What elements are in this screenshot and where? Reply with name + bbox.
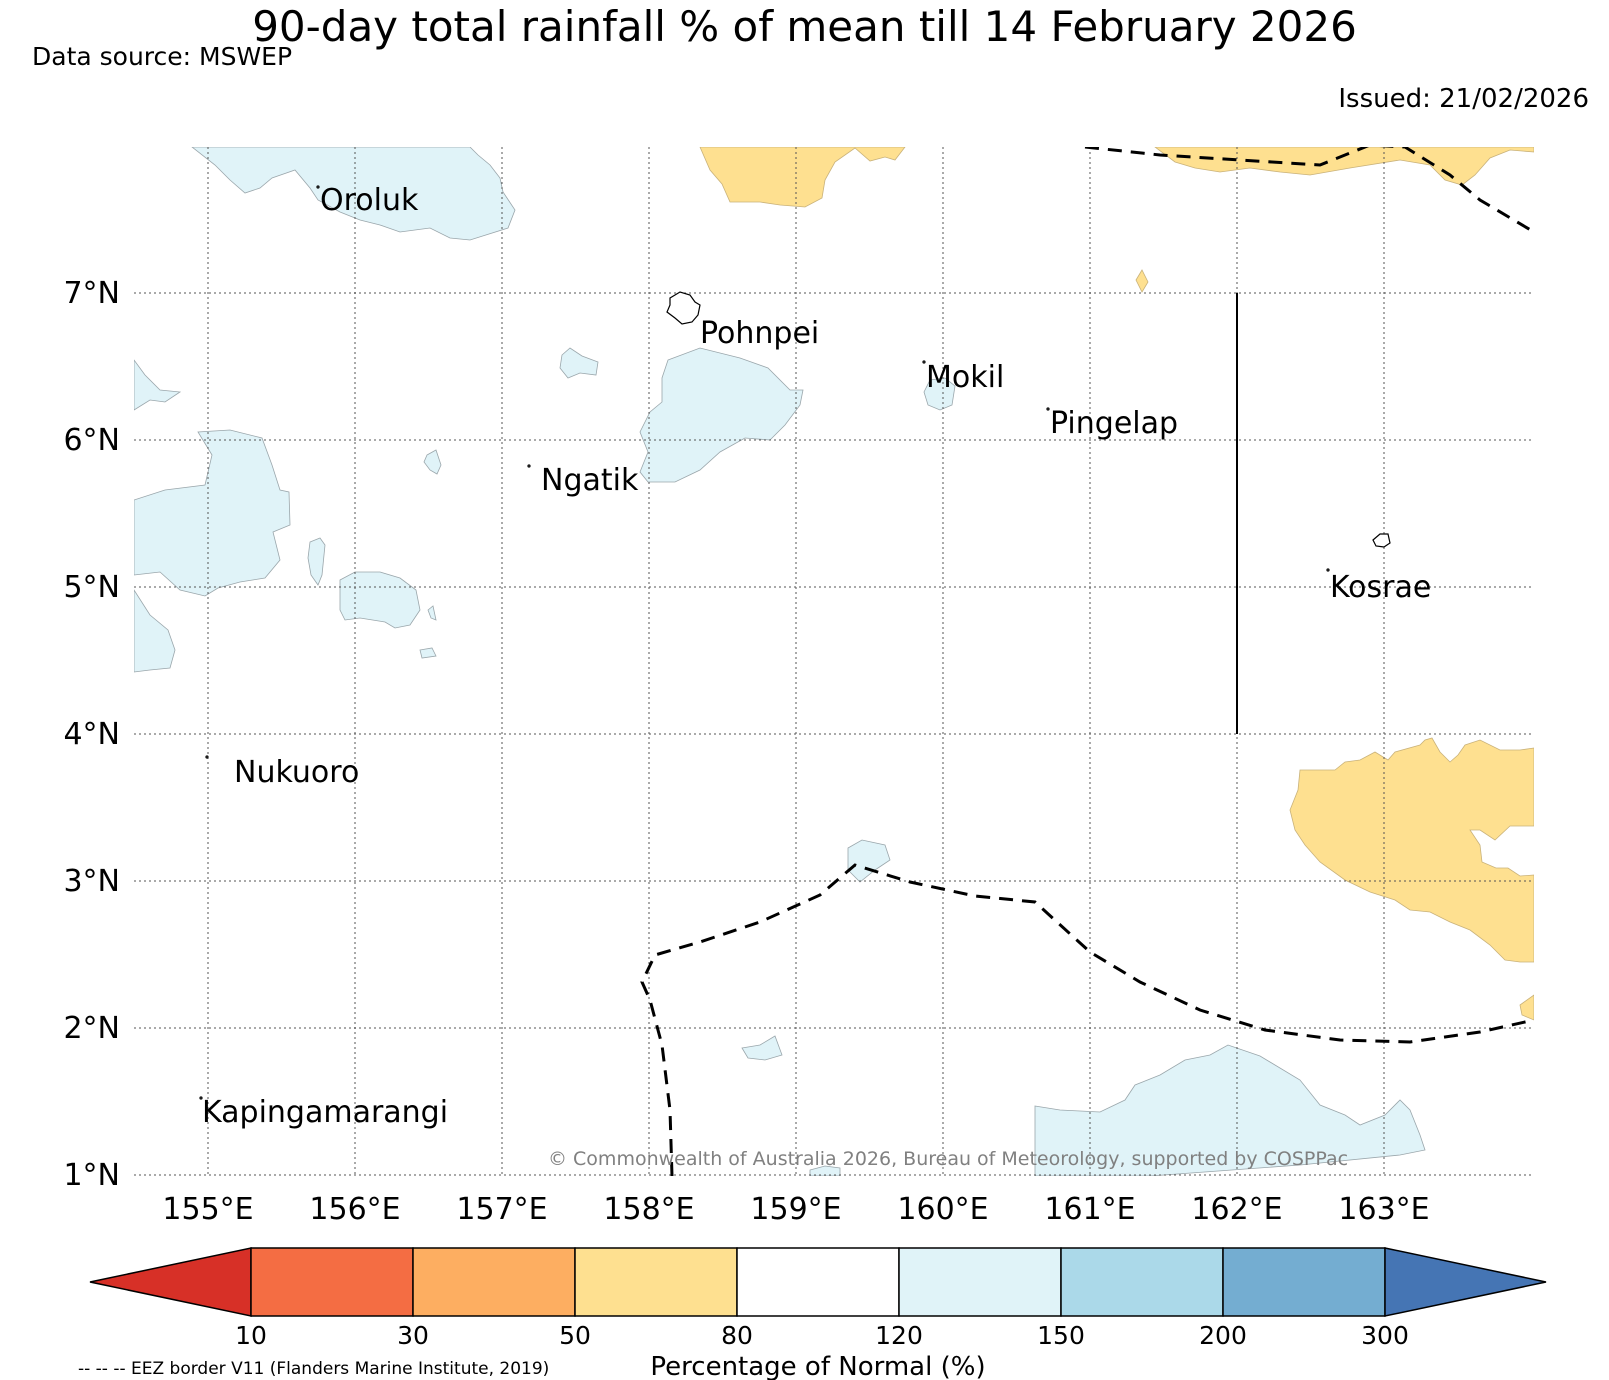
copyright-notice: © Commonwealth of Australia 2026, Bureau…	[548, 1148, 1348, 1170]
lat-label-4n: 4°N	[63, 717, 120, 752]
lon-label-162e: 162°E	[1191, 1192, 1282, 1227]
colorbar-segment-above-300	[1384, 1247, 1547, 1317]
colorbar-segment-80-120	[736, 1247, 900, 1317]
wet-region-west-2	[134, 429, 291, 597]
place-label-pingelap: Pingelap	[1050, 406, 1178, 441]
eez-borders	[640, 147, 1534, 1176]
lon-label-159e: 159°E	[750, 1192, 841, 1227]
wet-region-west-5	[307, 537, 326, 586]
wet-region-oroluk	[191, 147, 516, 241]
map-frame	[134, 147, 1534, 1176]
lon-label-158e: 158°E	[603, 1192, 694, 1227]
island-pingelap	[1046, 407, 1050, 411]
dry-region-north-center	[699, 147, 906, 208]
wet-region-pohnpei	[639, 347, 804, 483]
colorbar-tick-150: 150	[1037, 1321, 1085, 1350]
place-label-kosrae: Kosrae	[1330, 570, 1431, 605]
island-kosrae	[1372, 533, 1391, 548]
issued-date-label: Issued: 21/02/2026	[1338, 84, 1589, 114]
gridlines	[134, 147, 1534, 1176]
colorbar-segment-30-50	[412, 1247, 576, 1317]
colorbar-tick-50: 50	[559, 1321, 591, 1350]
place-label-kapingamarangi: Kapingamarangi	[202, 1095, 448, 1130]
islands	[199, 185, 1391, 1100]
place-label-ngatik: Ngatik	[541, 463, 639, 498]
lat-label-7n: 7°N	[63, 276, 120, 311]
colorbar-title: Percentage of Normal (%)	[650, 1352, 985, 1380]
wet-region-south-east	[1034, 1044, 1426, 1176]
colorbar-segment-10-30	[250, 1247, 414, 1317]
place-labels: Oroluk Pohnpei Mokil Pingelap Ngatik Kos…	[202, 183, 1431, 1130]
eez-border-note: -- -- -- EEZ border V11 (Flanders Marine…	[78, 1359, 549, 1379]
lon-label-161e: 161°E	[1044, 1192, 1135, 1227]
island-pohnpei	[666, 291, 701, 325]
rainfall-regions	[134, 147, 1534, 1176]
dry-region-south-east	[1289, 737, 1534, 963]
lon-label-155e: 155°E	[162, 1192, 253, 1227]
island-kosrae-dot	[1326, 568, 1330, 572]
wet-region-mokil	[923, 377, 956, 411]
lon-label-157e: 157°E	[456, 1192, 547, 1227]
lat-label-3n: 3°N	[63, 864, 120, 899]
colorbar-segment-below-10	[89, 1247, 252, 1317]
island-mokil	[922, 360, 926, 364]
island-oroluk	[316, 185, 320, 189]
colorbar	[89, 1247, 1547, 1317]
colorbar-segment-200-300	[1222, 1247, 1386, 1317]
data-source-label: Data source: MSWEP	[32, 42, 293, 71]
place-label-nukuoro: Nukuoro	[234, 755, 359, 790]
wet-region-west-7	[419, 647, 437, 659]
wet-region-west-6	[339, 571, 421, 629]
colorbar-tick-10: 10	[235, 1321, 267, 1350]
dry-region-edge	[1519, 994, 1534, 1021]
colorbar-tick-200: 200	[1199, 1321, 1247, 1350]
dry-region-north-east	[1154, 147, 1534, 186]
place-label-oroluk: Oroluk	[320, 183, 419, 218]
colorbar-tick-120: 120	[875, 1321, 923, 1350]
wet-region-west-3	[134, 589, 176, 673]
lon-label-163e: 163°E	[1338, 1192, 1429, 1227]
lat-label-1n: 1°N	[63, 1158, 120, 1193]
colorbar-segment-150-200	[1060, 1247, 1224, 1317]
colorbar-ticks: 10 30 50 80 120 150 200 300	[235, 1321, 1409, 1350]
wet-region-west-8	[427, 605, 437, 621]
latitude-labels: 7°N 6°N 5°N 4°N 3°N 2°N 1°N	[63, 276, 120, 1193]
dry-region-small	[1135, 269, 1149, 293]
wet-region-south-central	[847, 839, 891, 883]
map-title: 90-day total rainfall % of mean till 14 …	[252, 2, 1357, 51]
colorbar-tick-300: 300	[1361, 1321, 1409, 1350]
lat-label-6n: 6°N	[63, 423, 120, 458]
lat-label-5n: 5°N	[63, 570, 120, 605]
place-label-mokil: Mokil	[926, 360, 1004, 395]
wet-region-west-1	[134, 359, 182, 411]
colorbar-segment-50-80	[574, 1247, 738, 1317]
island-nukuoro	[205, 755, 209, 759]
place-label-pohnpei: Pohnpei	[700, 316, 819, 351]
lon-label-160e: 160°E	[897, 1192, 988, 1227]
colorbar-tick-30: 30	[397, 1321, 429, 1350]
island-kapingamarangi	[199, 1096, 203, 1100]
wet-region-west-4	[423, 449, 442, 475]
lat-label-2n: 2°N	[63, 1011, 120, 1046]
longitude-labels: 155°E 156°E 157°E 158°E 159°E 160°E 161°…	[162, 1192, 1429, 1227]
lon-label-156e: 156°E	[309, 1192, 400, 1227]
wet-region-ngatik-north	[559, 347, 599, 379]
wet-region-south-small	[741, 1035, 783, 1061]
colorbar-segment-120-150	[898, 1247, 1062, 1317]
island-ngatik	[527, 464, 531, 468]
colorbar-tick-80: 80	[721, 1321, 753, 1350]
